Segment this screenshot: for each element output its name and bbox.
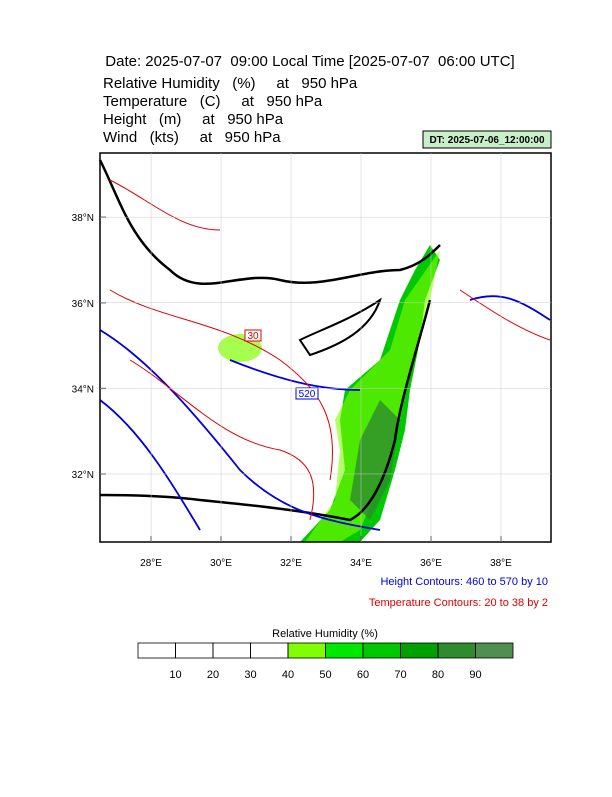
colorbar-tick-label: 70 — [394, 669, 406, 681]
map: 520 30 — [98, 152, 552, 543]
temperature-contour — [459, 289, 551, 341]
colorbar-tick-label: 50 — [319, 669, 331, 681]
humid-area — [305, 250, 440, 542]
height-contour — [99, 329, 381, 531]
island — [298, 297, 382, 357]
valid-time-box — [422, 130, 552, 149]
height-contour — [229, 359, 361, 391]
field-line: Height (m) at 950 hPa — [103, 111, 284, 128]
height-contour — [469, 295, 551, 321]
contour-label: 520 — [299, 389, 316, 400]
lon-tick-label: 32°E — [280, 558, 302, 569]
colorbar-box — [475, 642, 514, 659]
title: Date: 2025-07-07 09:00 Local Time [2025-… — [105, 53, 514, 70]
lat-tick-label: 32°N — [72, 470, 94, 481]
colorbar-box — [175, 642, 214, 659]
colorbar-tick-label: 40 — [282, 669, 294, 681]
lon-tick-label: 36°E — [420, 558, 442, 569]
lon-tick-label: 30°E — [210, 558, 232, 569]
contour-label: 30 — [247, 331, 259, 342]
note: Height Contours: 460 to 570 by 10 — [380, 576, 548, 588]
lon-tick-label: 38°E — [490, 558, 512, 569]
lon-tick-label: 28°E — [140, 558, 162, 569]
colorbar-box — [287, 642, 326, 659]
contour-label-box — [244, 329, 262, 342]
colorbar-box — [362, 642, 401, 659]
contour-label-box — [295, 387, 319, 400]
field-line: Temperature (C) at 950 hPa — [103, 93, 323, 110]
temperature-contour — [109, 179, 221, 231]
colorbar-tick-label: 90 — [469, 669, 481, 681]
valid-time: DT: 2025-07-06_12:00:00 — [429, 135, 545, 146]
colorbar-tick-label: 10 — [169, 669, 181, 681]
colorbar-box — [212, 642, 251, 659]
field-line: Wind (kts) at 950 hPa — [103, 129, 281, 146]
colorbar-box — [137, 642, 176, 659]
lat-tick-label: 36°N — [72, 299, 94, 310]
colorbar-box — [325, 642, 364, 659]
colorbar-box — [437, 642, 476, 659]
colorbar-title: Relative Humidity (%) — [272, 628, 378, 640]
lat-tick-label: 38°N — [72, 213, 94, 224]
coastline — [99, 299, 432, 522]
colorbar-tick-label: 20 — [207, 669, 219, 681]
temperature-contour — [129, 359, 315, 521]
height-contour — [99, 399, 201, 531]
colorbar-tick-label: 60 — [357, 669, 369, 681]
temperature-contour — [109, 289, 334, 481]
lon-tick-label: 34°E — [350, 558, 372, 569]
colorbar-tick-label: 30 — [244, 669, 256, 681]
humid-area — [350, 400, 400, 520]
field-line: Relative Humidity (%) at 950 hPa — [103, 75, 358, 92]
colorbar-tick-label: 80 — [432, 669, 444, 681]
coastline — [98, 159, 441, 285]
lat-tick-label: 34°N — [72, 384, 94, 395]
colorbar-box — [250, 642, 289, 659]
colorbar-box — [400, 642, 439, 659]
map-frame — [99, 152, 552, 543]
note: Temperature Contours: 20 to 38 by 2 — [369, 597, 548, 609]
